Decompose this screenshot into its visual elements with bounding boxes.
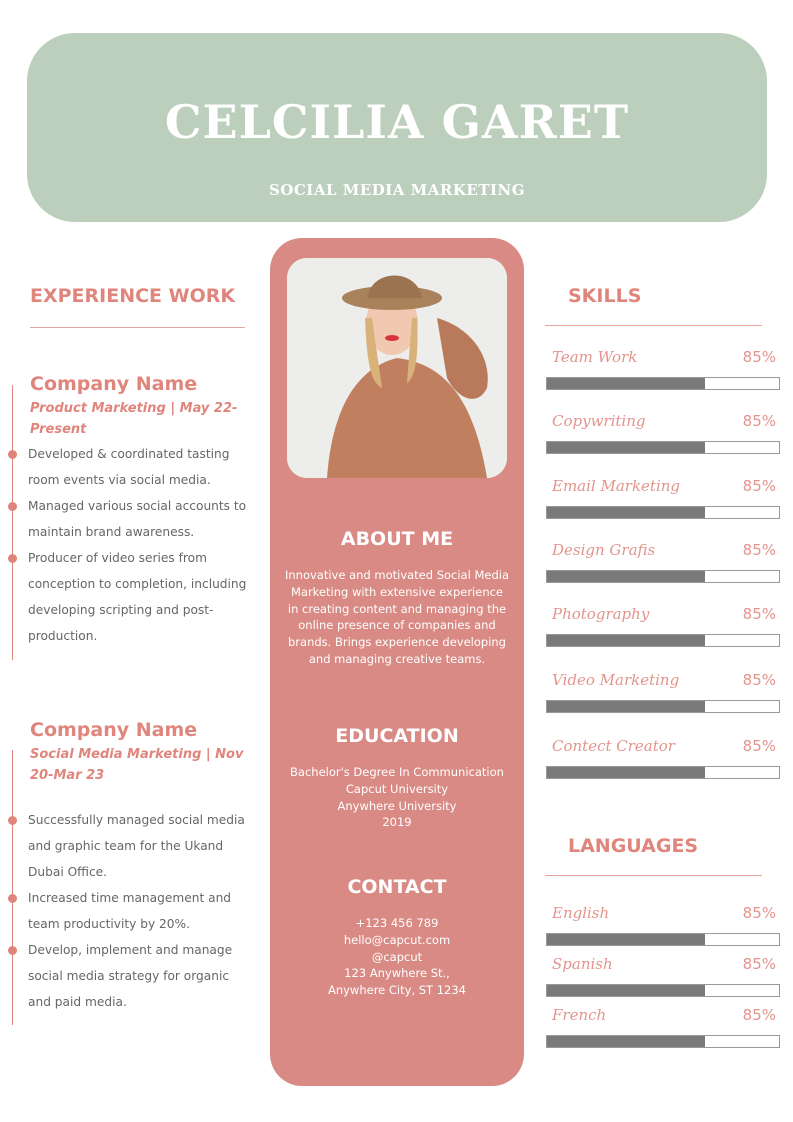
skills-heading: SKILLS <box>568 285 642 307</box>
bullet-dot-icon <box>8 502 17 511</box>
profile-photo <box>287 258 507 478</box>
skills-progress-bar <box>546 766 780 779</box>
list-item: Increased time management and team produ… <box>8 885 253 937</box>
contact-details: +123 456 789 hello@capcut.com @capcut 12… <box>280 915 514 999</box>
bullet-dot-icon <box>8 450 17 459</box>
progress-fill <box>547 635 705 646</box>
education-heading: EDUCATION <box>335 725 459 747</box>
skills-label: Photography <box>552 605 650 623</box>
person-name: CELCILIA GARET <box>164 95 630 149</box>
progress-fill <box>547 1036 705 1047</box>
timeline-line <box>12 385 13 660</box>
address-line: 123 Anywhere St., <box>344 966 450 981</box>
skills-progress-bar <box>546 700 780 713</box>
center-panel: ABOUT ME Innovative and motivated Social… <box>270 238 524 1086</box>
skills-label: Copywriting <box>552 412 646 430</box>
languages-label: English <box>552 904 610 922</box>
bullet-dot-icon <box>8 816 17 825</box>
languages-progress-bar <box>546 933 780 946</box>
job-title: SOCIAL MEDIA MARKETING <box>268 181 526 199</box>
skills-percent: 85% <box>742 412 776 430</box>
divider <box>545 325 762 326</box>
divider <box>545 875 762 876</box>
languages-percent: 85% <box>742 1006 776 1024</box>
skills-label: Design Grafis <box>552 541 656 559</box>
languages-label: Spanish <box>552 955 613 973</box>
list-item: Producer of video series from conception… <box>8 545 263 649</box>
skills-percent: 85% <box>742 541 776 559</box>
progress-fill <box>547 378 705 389</box>
skills-percent: 85% <box>742 348 776 366</box>
skills-percent: 85% <box>742 671 776 689</box>
education-details: Bachelor's Degree In Communication Capcu… <box>290 765 504 830</box>
experience-heading: EXPERIENCE WORK <box>30 285 236 307</box>
job-subtitle: Product Marketing | May 22-Present <box>30 401 238 437</box>
skills-percent: 85% <box>742 605 776 623</box>
progress-fill <box>547 767 705 778</box>
bullet-dot-icon <box>8 554 17 563</box>
list-item: Develop, implement and manage social med… <box>8 937 253 1015</box>
skills-percent: 85% <box>742 477 776 495</box>
timeline-line <box>12 750 13 1025</box>
progress-fill <box>547 571 705 582</box>
languages-percent: 85% <box>742 904 776 922</box>
languages-progress-bar <box>546 984 780 997</box>
job-subtitle: Social Media Marketing | Nov 20-Mar 23 <box>30 747 244 783</box>
skills-label: Video Marketing <box>552 671 680 689</box>
languages-progress-bar <box>546 1035 780 1048</box>
skills-label: Contect Creator <box>552 737 675 755</box>
skills-progress-bar <box>546 441 780 454</box>
email: hello@capcut.com <box>343 932 451 947</box>
company-name: Company Name <box>30 719 198 741</box>
list-item: Developed & coordinated tasting room eve… <box>8 441 263 493</box>
about-heading: ABOUT ME <box>340 528 454 550</box>
contact-heading: CONTACT <box>347 876 447 898</box>
languages-label: French <box>552 1006 607 1024</box>
progress-fill <box>547 985 705 996</box>
progress-fill <box>547 442 705 453</box>
company-name: Company Name <box>30 373 198 395</box>
list-item: Managed various social accounts to maint… <box>8 493 263 545</box>
skills-label: Email Marketing <box>552 477 681 495</box>
about-text: Innovative and motivated Social Media Ma… <box>284 568 509 666</box>
bullet-dot-icon <box>8 946 17 955</box>
job-bullets: Successfully managed social media and gr… <box>8 807 253 1015</box>
social-handle: @capcut <box>371 949 423 964</box>
skills-percent: 85% <box>742 737 776 755</box>
languages-percent: 85% <box>742 955 776 973</box>
skills-label: Team Work <box>552 348 638 366</box>
bullet-dot-icon <box>8 894 17 903</box>
progress-fill <box>547 507 705 518</box>
languages-heading: LANGUAGES <box>568 835 699 857</box>
list-item: Successfully managed social media and gr… <box>8 807 253 885</box>
skills-progress-bar <box>546 377 780 390</box>
header-banner: CELCILIA GARET SOCIAL MEDIA MARKETING <box>27 33 767 222</box>
phone: +123 456 789 <box>355 916 439 930</box>
job-bullets: Developed & coordinated tasting room eve… <box>8 441 263 649</box>
address-line: Anywhere City, ST 1234 <box>327 983 467 998</box>
skills-progress-bar <box>546 634 780 647</box>
progress-fill <box>547 701 705 712</box>
skills-progress-bar <box>546 570 780 583</box>
divider <box>30 327 245 328</box>
skills-progress-bar <box>546 506 780 519</box>
progress-fill <box>547 934 705 945</box>
